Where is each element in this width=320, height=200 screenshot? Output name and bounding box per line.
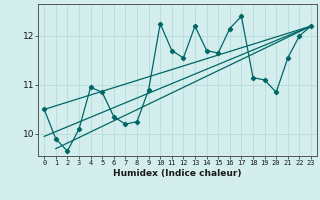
X-axis label: Humidex (Indice chaleur): Humidex (Indice chaleur)	[113, 169, 242, 178]
